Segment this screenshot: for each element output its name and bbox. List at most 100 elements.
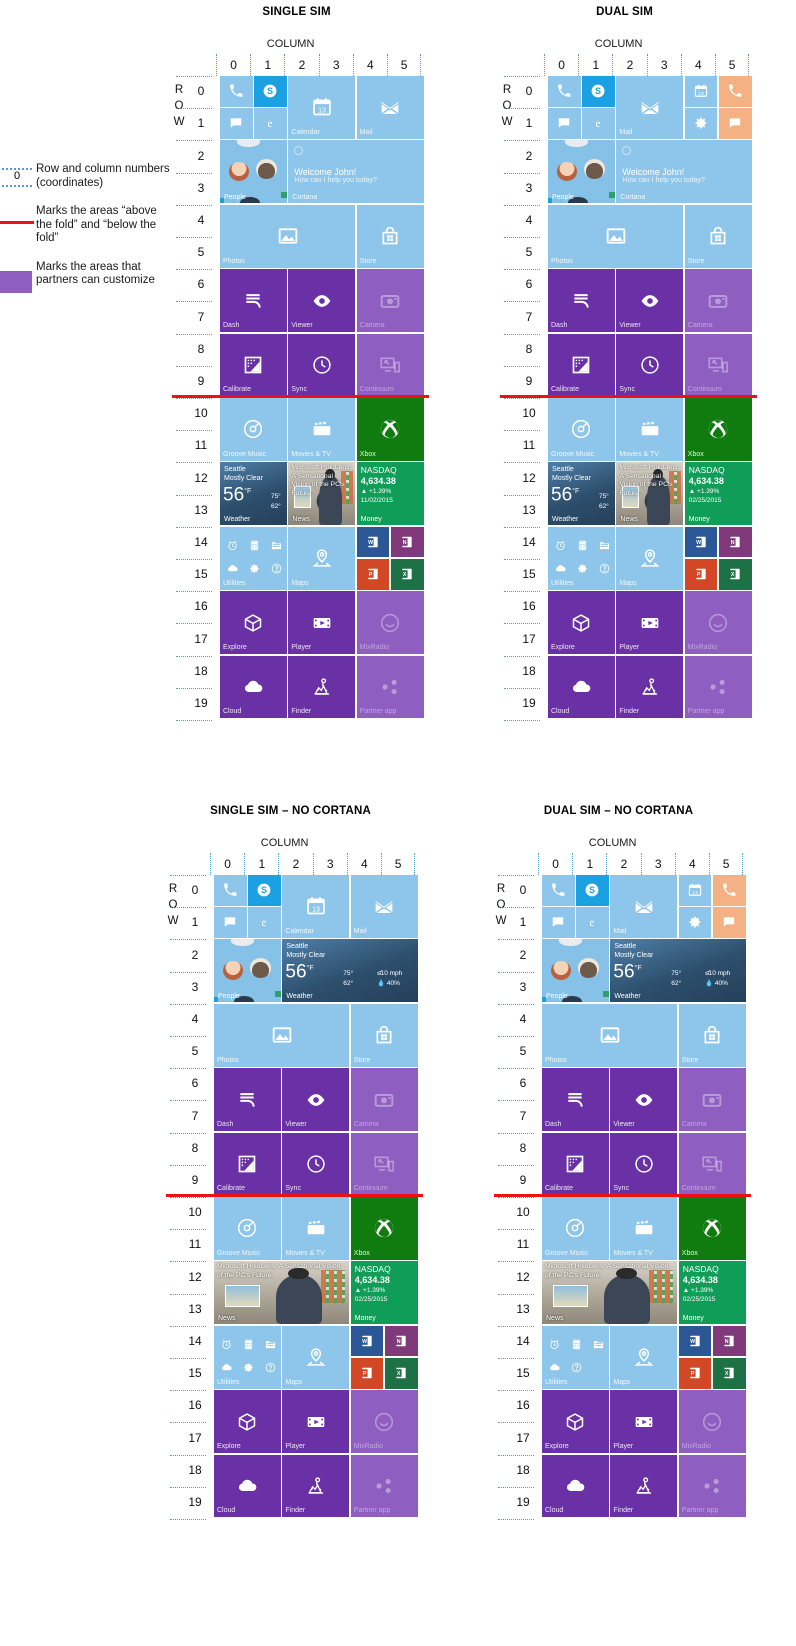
calculator-icon[interactable] (237, 1328, 259, 1356)
files-icon[interactable] (265, 529, 286, 557)
tile-store[interactable]: Store (356, 204, 424, 268)
alarm-icon[interactable] (549, 529, 571, 557)
tile-dash[interactable]: Dash (214, 1068, 281, 1131)
tile-money[interactable]: NASDAQ 4,634.38 ▲ +1.39% 02/25/2015 Money (684, 462, 752, 526)
tile-mixradio[interactable]: MixRadio (356, 591, 424, 654)
tile-word[interactable]: W (684, 526, 718, 558)
tile-people[interactable]: People (214, 939, 281, 1003)
tile-messaging[interactable] (548, 108, 581, 139)
alarm-icon[interactable] (221, 529, 243, 557)
help-icon[interactable] (259, 1351, 280, 1379)
tile-partner-app[interactable]: Partner app (350, 1454, 418, 1518)
tile-partner-app[interactable]: Partner app (356, 655, 424, 719)
tile-phone[interactable] (542, 875, 575, 906)
tile-calendar[interactable]: 13 (678, 875, 712, 906)
tile-photos[interactable]: Photos (214, 1003, 350, 1067)
tile-sync[interactable]: Sync (288, 333, 356, 397)
tile-edge[interactable]: e (582, 108, 615, 139)
tile-calendar[interactable]: 13 (684, 76, 718, 107)
tile-phone-sim2[interactable] (719, 76, 752, 107)
tile-finder[interactable]: Finder (288, 655, 356, 719)
tile-edge[interactable]: e (254, 108, 287, 139)
tile-mixradio[interactable]: MixRadio (350, 1390, 418, 1453)
tile-viewer[interactable]: Viewer (282, 1068, 350, 1131)
help-icon[interactable] (593, 552, 614, 580)
tile-phone[interactable] (548, 76, 581, 107)
tile-player[interactable]: Player (288, 591, 356, 654)
tile-edge[interactable]: e (248, 907, 281, 938)
tile-money[interactable]: NASDAQ 4,634.38 ▲ +1.39% 11/02/2015 Money (356, 462, 424, 526)
tile-continuum[interactable]: Continuum (350, 1132, 418, 1196)
help-icon[interactable] (565, 1351, 587, 1379)
tile-store[interactable]: Store (678, 1003, 746, 1067)
tile-news[interactable]: Microsoft HoloLens: A Sensational Vision… (542, 1261, 678, 1325)
tile-powerpoint[interactable]: P (684, 559, 718, 590)
tile-money[interactable]: NASDAQ 4,634.38 ▲ +1.39% 02/25/2015 Money (678, 1261, 746, 1325)
alarm-icon[interactable] (543, 1328, 565, 1356)
tile-skype[interactable]: S (576, 875, 609, 906)
tile-mixradio[interactable]: MixRadio (684, 591, 752, 654)
tile-calibrate[interactable]: Calibrate (220, 333, 287, 397)
tile-mixradio[interactable]: MixRadio (678, 1390, 746, 1453)
tile-calendar[interactable]: 13 Calendar (282, 875, 350, 938)
tile-people[interactable]: People (542, 939, 609, 1003)
tile-explore[interactable]: Explore (548, 591, 615, 654)
files-icon[interactable] (587, 1328, 608, 1356)
tile-settings[interactable] (678, 907, 712, 938)
tile-maps[interactable]: Maps (282, 1325, 350, 1389)
tile-money[interactable]: NASDAQ 4,634.38 ▲ +1.39% 02/25/2015 Money (350, 1261, 418, 1325)
tile-sync[interactable]: Sync (616, 333, 684, 397)
alarm-icon[interactable] (215, 1328, 237, 1356)
tile-finder[interactable]: Finder (282, 1454, 350, 1518)
tile-continuum[interactable]: Continuum (678, 1132, 746, 1196)
tile-movies-tv[interactable]: Movies & TV (282, 1197, 350, 1260)
tile-utilities[interactable]: Utilities (214, 1325, 281, 1389)
tile-calibrate[interactable]: Calibrate (548, 333, 615, 397)
tile-explore[interactable]: Explore (542, 1390, 609, 1453)
tile-powerpoint[interactable]: P (356, 559, 390, 590)
tile-viewer[interactable]: Viewer (610, 1068, 678, 1131)
tile-edge[interactable]: e (576, 907, 609, 938)
tile-store[interactable]: Store (684, 204, 752, 268)
calculator-icon[interactable] (565, 1328, 587, 1356)
tile-word[interactable]: W (678, 1325, 712, 1357)
tile-photos[interactable]: Photos (220, 204, 356, 268)
settings-gear-icon[interactable] (237, 1351, 259, 1379)
tile-groove-music[interactable]: Groove Music (548, 398, 615, 461)
settings-gear-icon[interactable] (243, 552, 265, 580)
tile-cloud[interactable]: Cloud (548, 655, 615, 719)
tile-camera[interactable]: Camera (356, 269, 424, 332)
tile-movies-tv[interactable]: Movies & TV (610, 1197, 678, 1260)
tile-finder[interactable]: Finder (610, 1454, 678, 1518)
tile-cortana[interactable]: Welcome John! How can I help you today? Co… (288, 140, 424, 204)
files-icon[interactable] (259, 1328, 280, 1356)
tile-explore[interactable]: Explore (214, 1390, 281, 1453)
tile-maps[interactable]: Maps (616, 526, 684, 590)
tile-store[interactable]: Store (350, 1003, 418, 1067)
tile-player[interactable]: Player (282, 1390, 350, 1453)
tile-continuum[interactable]: Continuum (684, 333, 752, 397)
tile-camera[interactable]: Camera (678, 1068, 746, 1131)
tile-weather[interactable]: Seattle Mostly Clear 56°F 75° 62° ≰10 mph 💧 40… (282, 939, 418, 1003)
tile-groove-music[interactable]: Groove Music (214, 1197, 281, 1260)
tile-groove-music[interactable]: Groove Music (220, 398, 287, 461)
calculator-icon[interactable] (243, 529, 265, 557)
tile-partner-app[interactable]: Partner app (684, 655, 752, 719)
tile-weather[interactable]: Seattle Mostly Clear 56°F 75° 62° Weather (220, 462, 287, 526)
tile-weather[interactable]: Seattle Mostly Clear 56°F 75° 62° ≰10 mph 💧 40… (610, 939, 746, 1003)
tile-utilities[interactable]: Utilities (220, 526, 287, 590)
tile-messaging[interactable] (214, 907, 247, 938)
tile-utilities[interactable]: Utilities (548, 526, 615, 590)
tile-phone-sim2[interactable] (713, 875, 746, 906)
tile-excel[interactable]: X (713, 1358, 746, 1389)
weather-cloud-icon[interactable] (549, 552, 571, 580)
tile-excel[interactable]: X (391, 559, 424, 590)
tile-phone[interactable] (220, 76, 253, 107)
tile-dash[interactable]: Dash (542, 1068, 609, 1131)
tile-mail[interactable]: Mail (616, 76, 684, 139)
help-icon[interactable] (265, 552, 286, 580)
tile-movies-tv[interactable]: Movies & TV (288, 398, 356, 461)
tile-settings[interactable] (684, 108, 718, 139)
tile-onenote[interactable]: N (719, 526, 752, 558)
tile-xbox[interactable]: Xbox (684, 398, 752, 461)
